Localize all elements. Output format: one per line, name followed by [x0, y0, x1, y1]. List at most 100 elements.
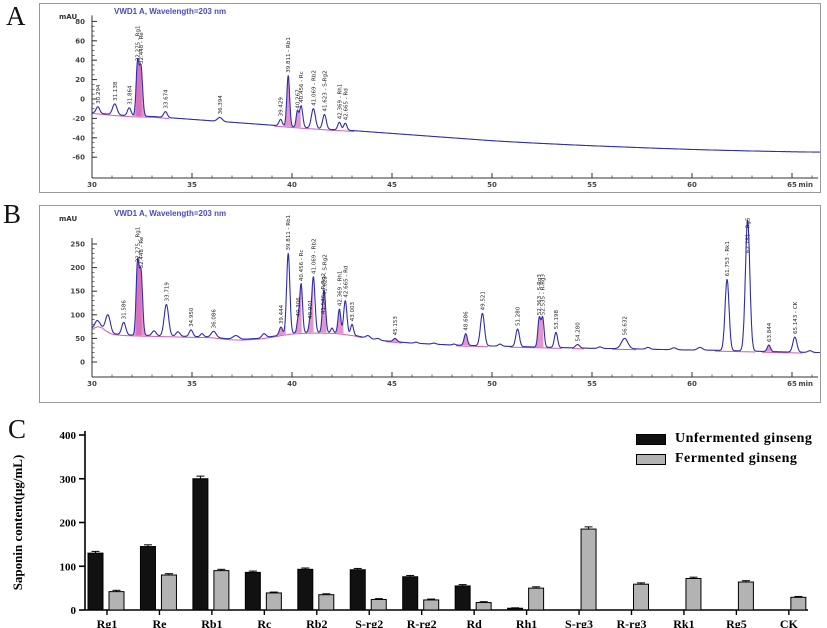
peak-label: 48.686: [464, 311, 470, 331]
y-tick-label: 0: [80, 359, 85, 367]
bar-CK-fermented: [790, 596, 807, 611]
chromatogram-b: VWD1 A, Wavelength=203 nm mAU 250 200 150 100…: [39, 205, 821, 403]
peak-label: 41.623 - S-Rg2: [322, 254, 328, 295]
x-tick-label: 30: [87, 380, 97, 388]
x-axis-unit: min: [798, 380, 813, 388]
chromatogram-title: VWD1 A, Wavelength=203 nm: [114, 209, 226, 218]
bar-Rc-unfermented: [244, 571, 261, 611]
panel-c-letter: C: [8, 414, 27, 444]
peak-label: 39.811 - Rb1: [286, 215, 292, 251]
peak-label: 34.950: [189, 307, 195, 327]
bar-Rg5-fermented: [737, 581, 754, 611]
category-label: R-rg2: [407, 617, 437, 628]
bar-Re-unfermented: [139, 546, 156, 611]
peak-label: 52.535 - R-Rg3: [541, 273, 547, 315]
y-tick-label: -40: [72, 134, 85, 142]
bar-Rb1-unfermented: [192, 478, 209, 611]
peak-label: 30.294: [96, 84, 102, 104]
category-label: Rb1: [201, 617, 222, 628]
bar-Rh1-fermented: [528, 587, 545, 611]
panel-border: [39, 205, 821, 403]
bar-Rg1-unfermented: [87, 552, 104, 611]
x-tick-label: 35: [187, 380, 197, 388]
y-tick-label: 400: [60, 430, 77, 442]
peak-label: 39.429: [279, 97, 285, 117]
peak-label: 62.781 - Rg5: [746, 217, 752, 253]
y-tick-label: 100: [70, 311, 85, 319]
peak-label: 32.275 - Rg1: [136, 227, 142, 263]
peak-label: 40.306: [296, 297, 302, 317]
bar-Re-fermented: [160, 574, 177, 611]
x-tick-label: 50: [487, 181, 497, 189]
y-tick-label: 40: [75, 57, 85, 65]
peak-label: 32.448 - Re: [139, 236, 145, 268]
x-tick-label: 55: [587, 380, 597, 388]
bar-chart-legend: Unfermented ginseng Fermented ginseng: [636, 429, 812, 469]
x-axis-unit: min: [798, 181, 813, 189]
peak-label: 33.674: [163, 89, 169, 109]
peak-label: 45.153: [393, 316, 399, 336]
panel-b-letter: B: [3, 199, 22, 229]
integration-baseline: [761, 351, 803, 354]
x-tick-label: 40: [287, 380, 297, 388]
y-tick-label: 0: [80, 96, 85, 104]
x-tick-label: 40: [287, 181, 297, 189]
peak-label: 31.864: [127, 85, 133, 105]
y-tick-label: -20: [72, 115, 85, 123]
bar-Rb2-fermented: [318, 594, 335, 611]
peak-label: 65.143 - CK: [793, 301, 799, 334]
y-axis-unit: mAU: [59, 13, 77, 21]
bar-Rh1-unfermented: [507, 607, 524, 611]
bar-S-rg2-unfermented: [349, 569, 366, 611]
peak-label: 43.003: [350, 301, 356, 321]
peak-label: 40.456 - Rc: [299, 250, 305, 282]
category-label: Re: [152, 617, 167, 628]
integration-baseline: [714, 350, 756, 353]
category-label: Rb2: [306, 617, 327, 628]
chromatogram-trace: [91, 219, 821, 354]
x-tick-label: 55: [587, 181, 597, 189]
x-tick-label: 45: [387, 181, 397, 189]
peak-label: 36.086: [212, 309, 218, 329]
integration-baseline: [93, 326, 363, 341]
y-tick-label: 200: [70, 264, 85, 272]
chromatogram-title: VWD1 A, Wavelength=203 nm: [114, 7, 226, 16]
peak-label: 42.369 - Rh1: [337, 271, 343, 307]
peak-label: 53.198: [554, 310, 560, 330]
bar-Rb1-fermented: [213, 570, 230, 611]
category-label: CK: [780, 617, 799, 628]
x-tick-label: 35: [187, 181, 197, 189]
chromatogram-trace: [91, 57, 821, 153]
legend-swatch-fermented: [636, 453, 666, 465]
bar-Rd-unfermented: [454, 585, 471, 611]
legend-swatch-unfermented: [636, 433, 666, 445]
legend-item-unfermented: Unfermented ginseng: [636, 429, 812, 449]
peak-label: 39.811 - Rb1: [286, 37, 292, 73]
peak-label: 39.444: [279, 304, 285, 324]
y-tick-label: 250: [70, 241, 85, 249]
x-tick-label: 50: [487, 380, 497, 388]
panel-border: [39, 3, 821, 193]
peak-label: 49.521: [480, 291, 486, 310]
category-label: Rd: [466, 617, 482, 628]
bar-R-rg3-fermented: [633, 583, 649, 611]
x-tick-label: 60: [687, 380, 697, 388]
peak-label: 33.719: [164, 282, 170, 302]
legend-label-fermented: Fermented ginseng: [675, 451, 798, 466]
bar-Rg1-fermented: [108, 591, 125, 611]
peak-label: 41.546 - R-Rg2: [321, 273, 327, 314]
peak-label: 56.632: [623, 316, 629, 335]
x-tick-label: 60: [687, 181, 697, 189]
y-tick-label: 200: [60, 518, 77, 530]
peak-label: 42.369 - Rh1: [337, 84, 343, 120]
peak-label: 40.267: [295, 89, 301, 109]
peak-label: 32.275 - Rg1: [136, 26, 142, 62]
y-axis-unit: mAU: [59, 215, 77, 223]
peak-label: 40.456 - Rc: [299, 71, 305, 103]
x-tick-label: 30: [87, 181, 97, 189]
peak-label: 31.138: [113, 81, 119, 101]
y-tick-label: 50: [75, 335, 85, 343]
y-tick-label: 20: [75, 76, 85, 84]
bar-Rk1-fermented: [685, 578, 702, 611]
y-tick-label: 150: [70, 288, 85, 296]
